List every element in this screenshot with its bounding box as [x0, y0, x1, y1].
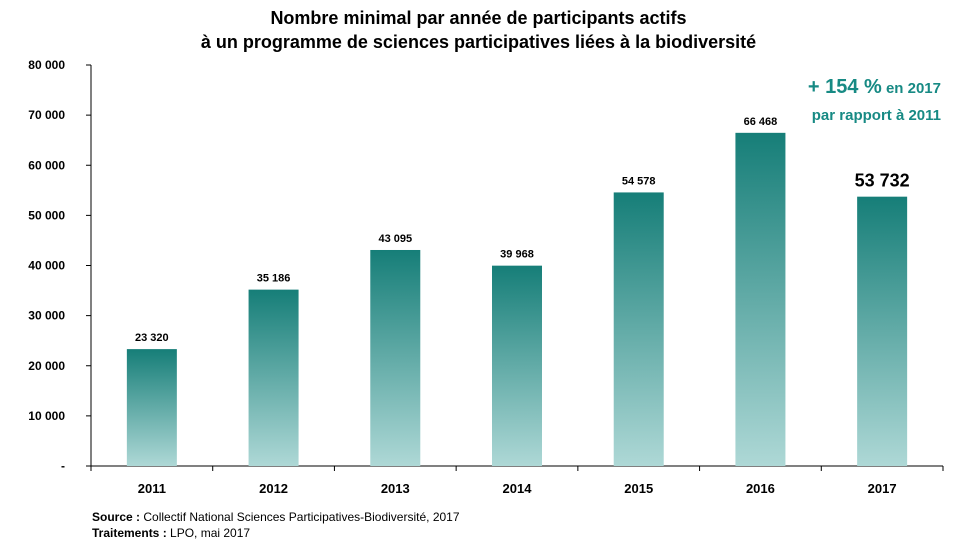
bar-2013 [370, 249, 421, 466]
chart-title: Nombre minimal par année de participants… [0, 6, 957, 54]
y-tick-label: 80 000 [28, 58, 65, 72]
data-label-2017: 53 732 [855, 171, 910, 191]
x-tick-label-2014: 2014 [503, 481, 533, 496]
data-label-2016: 66 468 [744, 116, 778, 128]
y-tick-label: 20 000 [28, 359, 65, 373]
bar-2015 [613, 192, 664, 466]
chart-title-line-1: Nombre minimal par année de participants… [270, 8, 687, 28]
data-label-2015: 54 578 [622, 175, 656, 187]
x-tick-label-2013: 2013 [381, 481, 410, 496]
growth-reference: par rapport à 2011 [811, 107, 941, 124]
treatment-label: Traitements : [92, 526, 171, 540]
labels: 23 320 2011 35 186 2012 43 095 2013 39 968 2014… [135, 116, 910, 496]
axes: - 10 000 20 000 30 000 40 000 50 000 60 000 70 … [28, 58, 944, 473]
x-tick-label-2016: 2016 [746, 481, 775, 496]
source-label: Source : [92, 510, 144, 524]
data-label-2014: 39 968 [500, 249, 534, 261]
bar-2011 [126, 349, 177, 466]
growth-percent: + 154 % [807, 76, 882, 98]
bar-2016 [735, 132, 786, 466]
y-tick-label: 60 000 [28, 158, 65, 172]
bar-2012 [248, 289, 299, 466]
source-text: Collectif National Sciences Participativ… [143, 510, 460, 524]
x-tick-label-2012: 2012 [259, 481, 288, 496]
data-label-2011: 23 320 [135, 332, 169, 344]
treatment-text: LPO, mai 2017 [170, 526, 251, 540]
growth-annotation: + 154 % en 2017 par rapport à 2011 [808, 74, 941, 129]
y-tick-label: 10 000 [28, 409, 65, 423]
y-tick-label: 70 000 [28, 108, 65, 122]
x-tick-label-2017: 2017 [868, 481, 897, 496]
growth-year: en 2017 [881, 80, 941, 97]
data-label-2013: 43 095 [378, 233, 412, 245]
y-tick-label: 30 000 [28, 309, 65, 323]
x-tick-label-2011: 2011 [138, 481, 166, 496]
bar-2017 [857, 196, 908, 467]
chart-title-line-2: à un programme de sciences participative… [200, 32, 757, 52]
x-tick-label-2015: 2015 [624, 481, 653, 496]
bars [126, 132, 908, 467]
bar-2014 [492, 265, 542, 466]
chart-footer: Source : Collectif National Sciences Par… [92, 509, 460, 541]
y-tick-label: - [61, 459, 65, 473]
data-label-2012: 35 186 [257, 273, 291, 285]
y-tick-label: 40 000 [28, 259, 65, 273]
y-tick-label: 50 000 [28, 208, 65, 222]
